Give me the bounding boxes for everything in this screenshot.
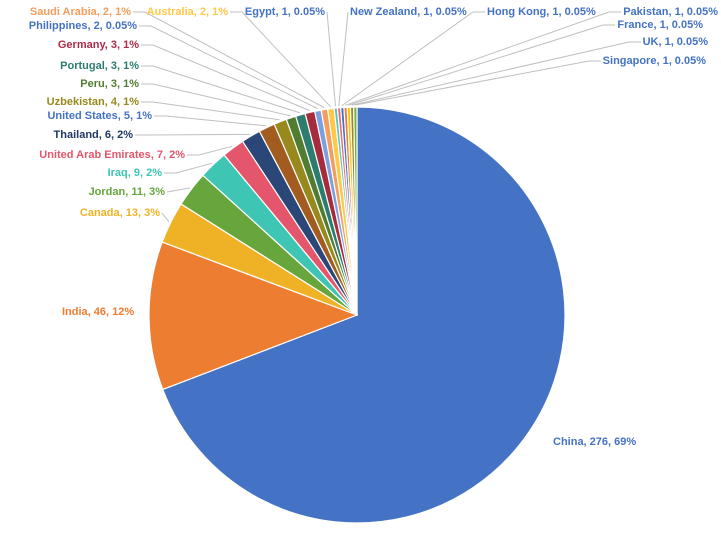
data-label-china: China, 276, 69%	[553, 436, 637, 448]
data-label-uzbekistan: Uzbekistan, 4, 1%	[46, 96, 139, 108]
leader-line-uzbekistan	[141, 101, 280, 121]
leader-line-hong-kong	[341, 11, 485, 106]
leader-line-germany	[141, 44, 310, 111]
data-label-pakistan: Pakistan, 1, 0.05%	[623, 6, 718, 18]
data-label-united-arab-emirates: United Arab Emirates, 7, 2%	[39, 149, 185, 161]
pie-slice-china[interactable]	[162, 106, 566, 524]
data-label-thailand: Thailand, 6, 2%	[53, 129, 133, 141]
data-label-india: India, 46, 12%	[62, 306, 135, 318]
data-label-jordan: Jordan, 11, 3%	[88, 186, 165, 198]
data-label-singapore: Singapore, 1, 0.05%	[602, 55, 706, 67]
data-label-france: France, 1, 0.05%	[617, 19, 703, 31]
leader-line-saudi-arabia	[133, 11, 325, 109]
data-label-portugal: Portugal, 3, 1%	[60, 60, 139, 72]
data-label-hong-kong: Hong Kong, 1, 0.05%	[487, 6, 596, 18]
data-label-united-states: United States, 5, 1%	[47, 110, 152, 122]
data-label-new-zealand: New Zealand, 1, 0.05%	[350, 6, 467, 18]
pie-slice-india[interactable]	[148, 241, 358, 391]
leader-line-philippines	[139, 25, 318, 110]
leader-lines	[133, 11, 641, 223]
leader-line-australia	[230, 11, 331, 108]
data-label-canada: Canada, 13, 3%	[79, 207, 160, 219]
leader-line-peru	[141, 83, 291, 117]
data-label-saudi-arabia: Saudi Arabia, 2, 1%	[29, 6, 131, 18]
leader-line-thailand	[135, 133, 250, 136]
data-label-australia: Australia, 2, 1%	[146, 6, 228, 18]
leader-line-jordan	[166, 187, 190, 193]
leader-line-singapore	[355, 60, 601, 106]
leader-line-egypt	[326, 11, 336, 107]
leader-line-iraq	[164, 162, 212, 174]
pie-slices	[148, 106, 566, 524]
pie-slice-singapore[interactable]	[353, 106, 358, 316]
data-label-peru: Peru, 3, 1%	[80, 78, 139, 90]
leader-line-canada	[161, 212, 170, 223]
data-label-egypt: Egypt, 1, 0.05%	[244, 6, 325, 18]
leader-line-pakistan	[345, 11, 621, 106]
leader-line-new-zealand	[338, 11, 349, 106]
data-label-germany: Germany, 3, 1%	[57, 39, 139, 51]
data-label-uk: UK, 1, 0.05%	[642, 36, 708, 48]
data-label-iraq: Iraq, 9, 2%	[107, 167, 162, 179]
leader-line-uk	[351, 41, 641, 106]
leader-line-united-states	[154, 115, 266, 127]
leader-line-united-arab-emirates	[187, 145, 233, 156]
data-label-philippines: Philippines, 2, 0.05%	[28, 20, 137, 32]
leader-line-france	[348, 24, 615, 106]
leader-line-portugal	[141, 65, 301, 114]
